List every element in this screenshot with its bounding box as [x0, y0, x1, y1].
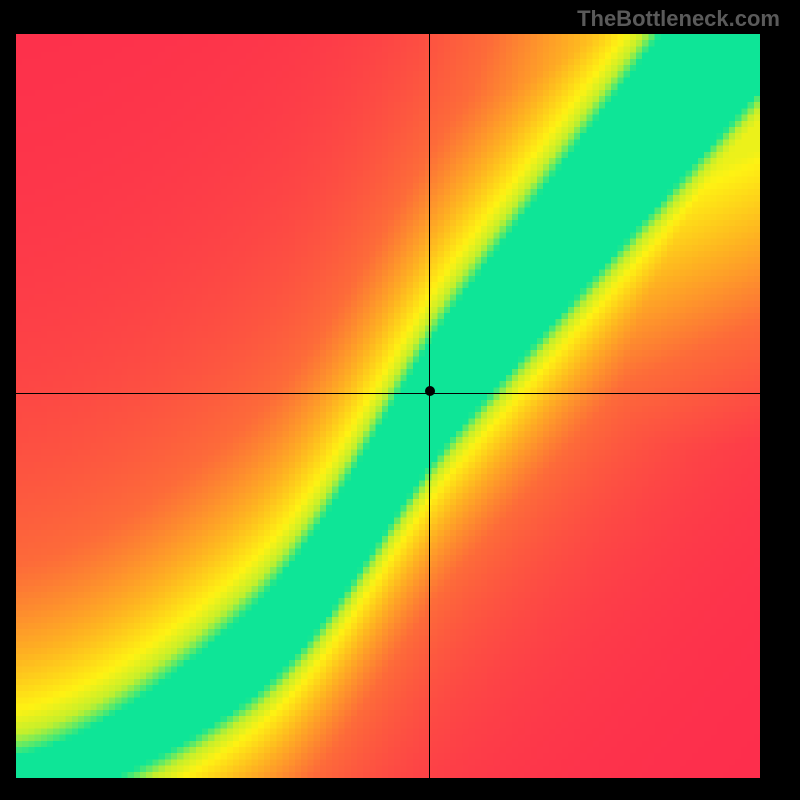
heatmap-canvas	[16, 34, 760, 778]
crosshair-marker	[425, 386, 435, 396]
watermark-text: TheBottleneck.com	[577, 6, 780, 32]
crosshair-horizontal	[16, 393, 760, 394]
crosshair-vertical	[429, 34, 430, 778]
chart-container: TheBottleneck.com	[0, 0, 800, 800]
heatmap-plot	[16, 34, 760, 778]
